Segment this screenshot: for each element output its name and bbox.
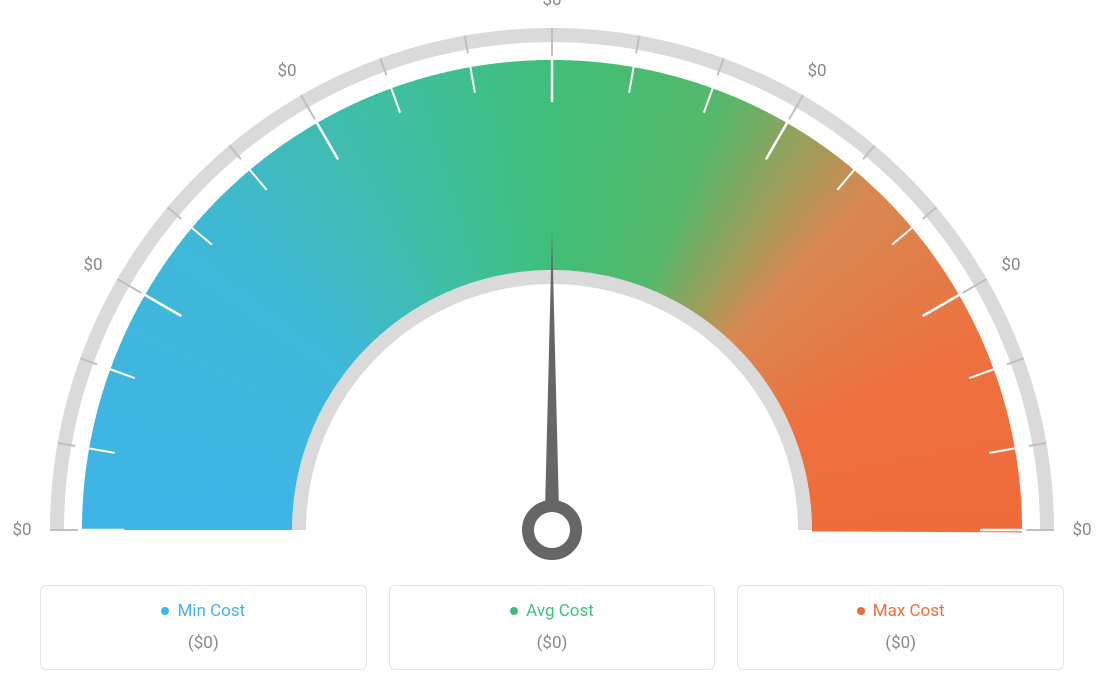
legend-dot-avg: [510, 607, 518, 615]
gauge-tick-label: $0: [1072, 520, 1091, 540]
legend-label-min: Min Cost: [177, 601, 245, 621]
gauge-tick-label: $0: [1001, 255, 1020, 275]
legend-title-min: Min Cost: [161, 601, 245, 621]
legend-label-avg: Avg Cost: [526, 601, 594, 621]
legend-dot-min: [161, 607, 169, 615]
gauge-tick-label: $0: [277, 61, 296, 81]
legend-card-min: Min Cost ($0): [40, 585, 367, 670]
legend-value-min: ($0): [51, 633, 356, 653]
gauge-svg: [0, 0, 1104, 560]
legend-value-avg: ($0): [400, 633, 705, 653]
legend-title-max: Max Cost: [857, 601, 945, 621]
legend-card-max: Max Cost ($0): [737, 585, 1064, 670]
legend-label-max: Max Cost: [873, 601, 945, 621]
legend-dot-max: [857, 607, 865, 615]
gauge-tick-label: $0: [12, 520, 31, 540]
legend-title-avg: Avg Cost: [510, 601, 594, 621]
gauge-area: $0 $0 $0 $0 $0 $0 $0: [0, 0, 1104, 560]
gauge-tick-label: $0: [542, 0, 561, 10]
legend-value-max: ($0): [748, 633, 1053, 653]
legend-row: Min Cost ($0) Avg Cost ($0) Max Cost ($0…: [40, 585, 1064, 670]
gauge-tick-label: $0: [83, 255, 102, 275]
legend-card-avg: Avg Cost ($0): [389, 585, 716, 670]
gauge-tick-label: $0: [807, 61, 826, 81]
cost-gauge-chart: $0 $0 $0 $0 $0 $0 $0 Min Cost ($0) Avg Cost ($…: [0, 0, 1104, 690]
